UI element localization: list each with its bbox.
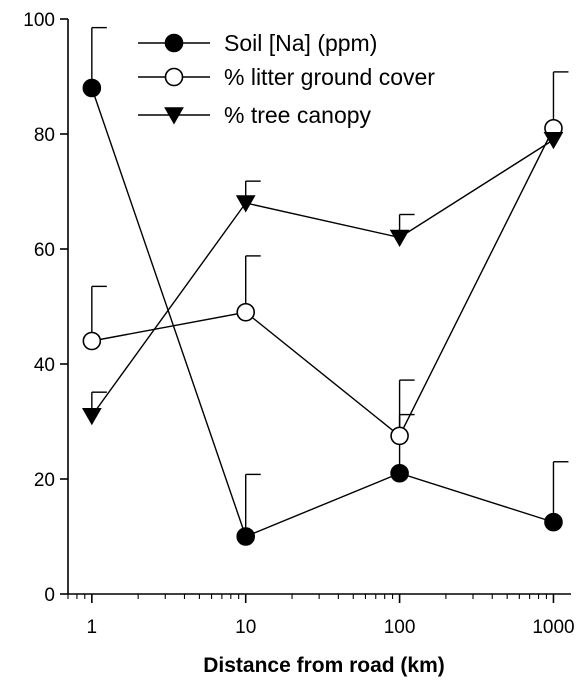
data-point [235, 195, 256, 213]
x-tick-label: 100 [384, 617, 416, 638]
x-axis-title: Distance from road (km) [203, 654, 445, 677]
legend-label: % tree canopy [224, 102, 372, 128]
data-point [82, 331, 102, 351]
data-point [82, 78, 102, 98]
series-line [91, 87, 554, 538]
series-line [91, 127, 555, 437]
legend-item: % litter ground cover [138, 64, 435, 90]
y-tick-label: 80 [34, 125, 55, 146]
axes: 0 20 40 60 80 100 1 10 100 1000 [23, 10, 574, 638]
data-point [389, 229, 410, 248]
series-3 [81, 132, 564, 426]
legend-marker [164, 67, 184, 87]
y-tick-label: 100 [23, 10, 55, 31]
x-tick-label: 1 [87, 617, 98, 638]
x-tick-label: 10 [235, 617, 256, 638]
y-tick-label: 20 [34, 470, 55, 491]
x-tick-label: 1000 [532, 617, 574, 638]
legend-label: Soil [Na] (ppm) [224, 30, 377, 56]
data-point [236, 302, 256, 322]
data-point [544, 512, 563, 532]
data-point [543, 132, 564, 150]
legend-marker [164, 107, 184, 125]
data-point [236, 527, 256, 546]
legend-marker [164, 33, 184, 53]
legend: Soil [Na] (ppm) % litter ground cover % tr… [138, 30, 435, 128]
legend-item: % tree canopy [138, 102, 372, 128]
y-tick-label: 60 [34, 240, 55, 261]
data-point [390, 463, 409, 483]
y-tick-label: 40 [34, 355, 55, 376]
series-layer [81, 26, 569, 546]
data-point [81, 408, 102, 426]
legend-label: % litter ground cover [224, 64, 435, 90]
y-tick-label: 0 [44, 585, 55, 606]
series-1 [82, 26, 569, 546]
data-point [390, 426, 409, 446]
legend-item: Soil [Na] (ppm) [138, 30, 377, 56]
series-line [91, 139, 554, 417]
